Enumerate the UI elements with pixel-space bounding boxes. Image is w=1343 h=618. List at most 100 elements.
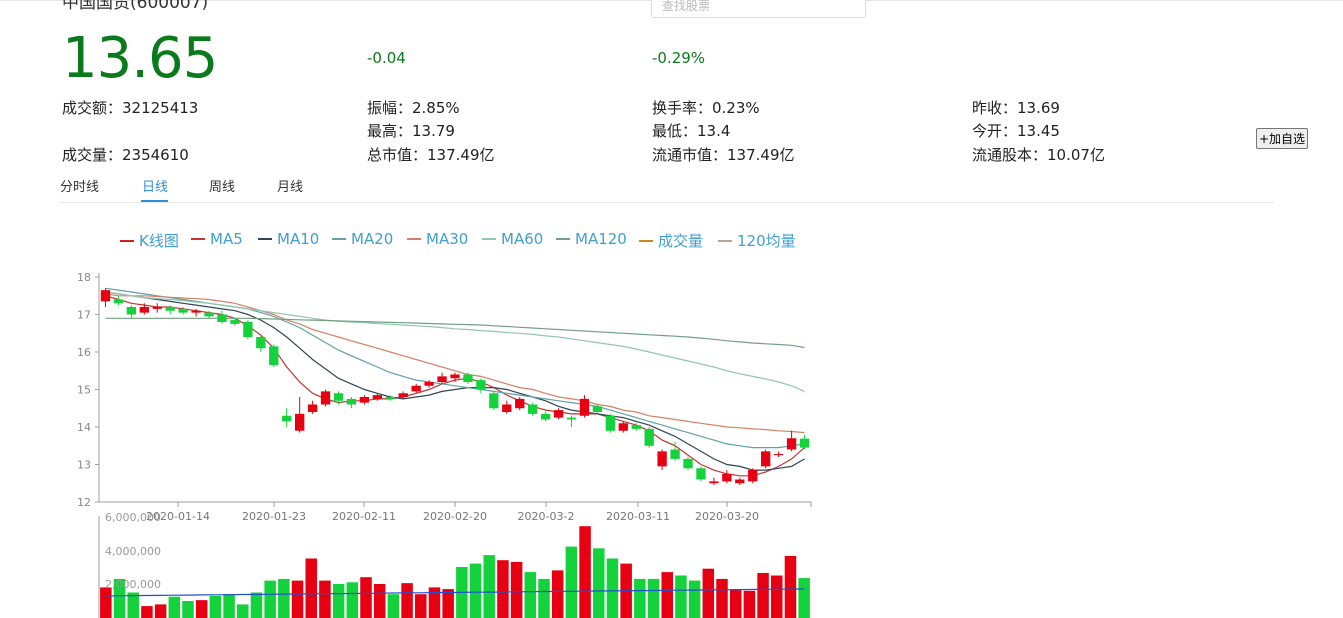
stat-volume: 成交量：2354610: [62, 146, 189, 164]
legend-item[interactable]: MA30: [407, 230, 468, 248]
y-tick-label: 12: [77, 496, 91, 509]
ma-line-ma60: [105, 291, 805, 392]
volume-bar: [606, 558, 619, 618]
candle: [359, 397, 370, 403]
volume-bar: [538, 578, 550, 618]
y-tick-label: 18: [77, 271, 91, 284]
add-favorite-button[interactable]: +加自选: [1256, 128, 1309, 149]
tab-weekly[interactable]: 周线: [209, 180, 236, 195]
candle: [761, 451, 771, 467]
ma-line-ma30: [105, 293, 805, 434]
stat-high: 最高：13.79: [367, 122, 455, 140]
tab-daily[interactable]: 日线: [142, 180, 169, 195]
stat-float-shares: 流通股本：10.07亿: [972, 146, 1105, 164]
volume-bar: [675, 575, 687, 618]
x-tick-label: 2020-03-11: [606, 510, 670, 523]
candle: [372, 395, 382, 399]
x-tick-label: 2020-02-20: [423, 510, 487, 523]
candle: [489, 393, 499, 409]
x-tick-label: 2020-02-11: [332, 510, 396, 523]
stock-title: 中国国贸(600007): [62, 0, 209, 13]
tab-intraday[interactable]: 分时线: [60, 180, 100, 195]
stat-prev-close: 昨收：13.69: [972, 99, 1060, 117]
candle: [126, 307, 137, 315]
volume-bar: [702, 568, 715, 618]
volume-bar: [743, 590, 756, 618]
x-tick-label: 2020-03-2: [518, 510, 575, 523]
legend-item[interactable]: MA10: [258, 230, 319, 248]
ma-line-ma120: [105, 317, 805, 349]
candle: [670, 449, 680, 459]
legend-label: K线图: [139, 232, 179, 250]
volume-bar: [332, 584, 345, 618]
candle: [579, 398, 590, 416]
candle: [799, 438, 810, 448]
legend-swatch: [718, 239, 732, 242]
legend-item[interactable]: MA20: [332, 230, 393, 248]
y-tick-label: 13: [77, 459, 91, 472]
candle: [463, 374, 473, 382]
candle: [735, 479, 745, 484]
candle: [476, 380, 486, 390]
legend-label: MA60: [501, 230, 544, 248]
candle: [566, 417, 577, 420]
candle: [204, 312, 214, 317]
x-tick-label: 2020-03-20: [695, 510, 759, 523]
volume-bar: [729, 589, 742, 618]
candle: [605, 415, 616, 431]
candle: [631, 425, 641, 429]
candle: [385, 397, 395, 399]
volume-bar: [401, 583, 413, 618]
volume-bar: [524, 572, 537, 618]
candle: [450, 374, 460, 379]
volume-tick-label: 6,000,000: [105, 511, 161, 524]
volume-bar: [688, 580, 701, 618]
candle: [294, 413, 305, 431]
legend-item[interactable]: MA60: [482, 230, 543, 248]
legend-item[interactable]: MA120: [556, 230, 627, 248]
volume-bar: [346, 582, 359, 618]
candle: [333, 393, 344, 401]
candle: [398, 393, 408, 397]
x-tick-label: 2020-01-14: [146, 510, 210, 523]
volume-bar: [716, 578, 728, 618]
volume-bar: [469, 563, 482, 618]
stat-amplitude: 振幅：2.85%: [367, 99, 460, 117]
volume-bar: [223, 594, 235, 618]
candle: [683, 458, 693, 469]
legend-item[interactable]: 120均量: [718, 230, 796, 251]
volume-tick-label: 2,000,000: [105, 578, 161, 591]
candle: [307, 404, 318, 412]
candle: [346, 398, 357, 405]
candle: [592, 406, 603, 412]
candle: [748, 470, 758, 482]
volume-bar: [195, 600, 208, 618]
search-input[interactable]: 查找股票: [651, 0, 866, 18]
candle: [657, 451, 667, 467]
legend-swatch: [407, 237, 421, 240]
stat-float-cap: 流通市值：137.49亿: [652, 146, 795, 164]
current-price: 13.65: [62, 26, 218, 91]
legend-label: MA5: [210, 230, 243, 248]
candle: [139, 307, 149, 313]
volume-bar: [784, 555, 797, 618]
legend-item[interactable]: K线图: [120, 230, 179, 251]
legend-item[interactable]: MA5: [191, 230, 243, 248]
legend-label: MA30: [426, 230, 469, 248]
stat-turnover-rate: 换手率：0.23%: [652, 99, 760, 117]
candle: [786, 438, 797, 450]
legend-item[interactable]: 成交量: [639, 230, 703, 251]
volume-bar: [551, 570, 564, 618]
legend-swatch: [191, 237, 205, 240]
candle: [644, 428, 654, 446]
candle: [709, 481, 719, 484]
volume-bar: [168, 596, 181, 618]
candle: [618, 423, 628, 431]
volume-bar: [182, 601, 194, 618]
volume-bar: [634, 578, 646, 618]
legend-swatch: [556, 237, 570, 240]
candle: [152, 307, 162, 309]
y-tick-label: 16: [77, 346, 91, 359]
tab-monthly[interactable]: 月线: [277, 180, 304, 195]
